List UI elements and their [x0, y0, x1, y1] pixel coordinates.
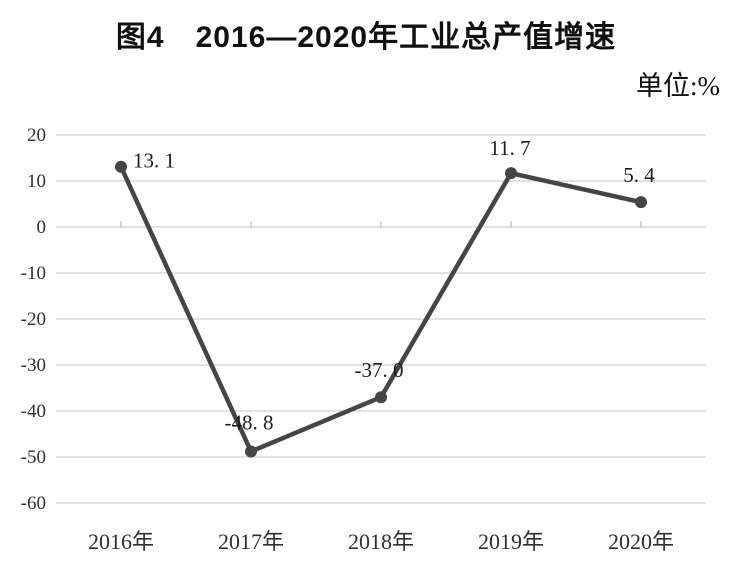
- x-axis-label: 2020年: [608, 529, 674, 554]
- x-axis-label: 2019年: [478, 529, 544, 554]
- y-axis-tick-label: 0: [37, 217, 47, 238]
- data-point: [375, 391, 387, 404]
- data-label: -37. 0: [355, 358, 404, 382]
- data-point: [635, 196, 647, 209]
- chart-title: 图4 2016—2020年工业总产值增速: [115, 21, 617, 54]
- data-label: 13. 1: [133, 149, 175, 173]
- y-axis-tick-label: -50: [21, 447, 46, 468]
- y-axis-tick-label: -30: [21, 355, 46, 376]
- data-label: -48. 8: [225, 410, 274, 434]
- data-point: [115, 160, 127, 173]
- data-point: [245, 445, 257, 458]
- y-axis-tick-label: 10: [27, 171, 46, 192]
- x-axis-label: 2017年: [218, 529, 284, 554]
- data-point: [505, 167, 517, 180]
- data-label: 11. 7: [489, 136, 530, 160]
- y-axis-tick-label: -60: [21, 493, 46, 514]
- unit-label: 单位:%: [636, 71, 720, 101]
- x-axis-label: 2018年: [348, 529, 414, 554]
- y-axis-tick-label: 20: [27, 125, 46, 146]
- data-label: 5. 4: [623, 163, 655, 187]
- y-axis-tick-label: -10: [21, 263, 46, 284]
- data-line: [118, 164, 644, 454]
- y-axis-tick-label: -40: [21, 401, 46, 422]
- y-axis-tick-label: -20: [21, 309, 46, 330]
- x-axis-label: 2016年: [88, 529, 154, 554]
